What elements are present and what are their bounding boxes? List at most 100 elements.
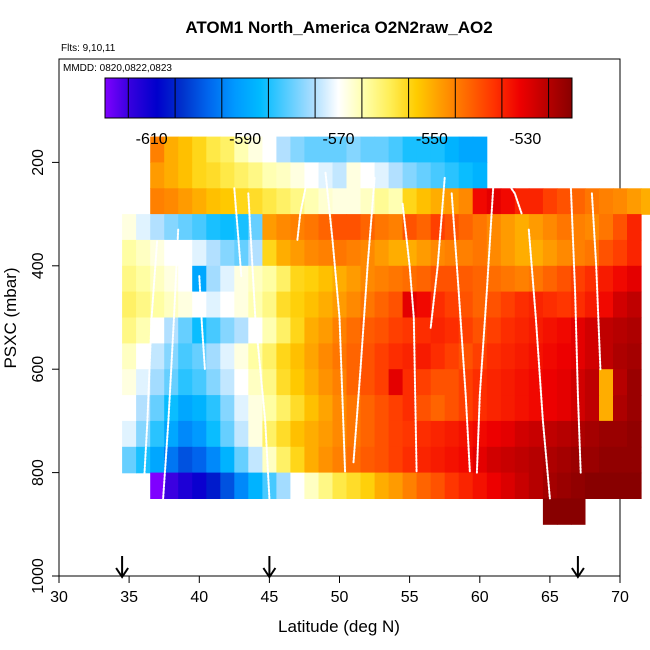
heatmap-cell xyxy=(599,446,614,474)
y-axis-label: PSXC (mbar) xyxy=(1,267,20,368)
heatmap-cell xyxy=(374,265,390,293)
heatmap-cell xyxy=(122,343,137,370)
heatmap-cell xyxy=(360,291,376,319)
heatmap-cell xyxy=(346,214,362,241)
heatmap-cell xyxy=(206,162,221,189)
heatmap-cell xyxy=(444,369,460,396)
heatmap-cell xyxy=(318,369,334,396)
heatmap-cell xyxy=(416,136,432,163)
heatmap-cell xyxy=(570,188,586,215)
heatmap-cell xyxy=(122,239,137,267)
x-tick-label: 55 xyxy=(401,589,419,606)
heatmap-cell xyxy=(599,291,614,319)
heatmap-cell xyxy=(388,265,404,293)
heatmap-cell xyxy=(192,369,207,396)
heatmap-cell xyxy=(514,395,530,422)
heatmap-cell xyxy=(262,162,277,189)
heatmap-cell xyxy=(430,369,446,396)
heatmap-cell xyxy=(262,369,277,396)
heatmap-cell xyxy=(262,136,277,163)
heatmap-cell xyxy=(360,162,376,189)
heatmap-cell xyxy=(542,239,558,267)
heatmap-cell xyxy=(332,395,348,422)
flight-track-line xyxy=(324,171,347,474)
heatmap-cell xyxy=(556,214,572,241)
heatmap-cell xyxy=(164,188,179,215)
heatmap-cell xyxy=(290,343,305,370)
colorbar-tick-label: -590 xyxy=(229,131,261,148)
heatmap-cell xyxy=(430,343,446,370)
heatmap-cell xyxy=(136,369,151,396)
heatmap-cell xyxy=(234,162,249,189)
heatmap-cell xyxy=(430,472,446,499)
heatmap-cell xyxy=(234,317,249,344)
heatmap-cell xyxy=(220,343,235,370)
heatmap-cell xyxy=(486,317,502,344)
heatmap-cell xyxy=(290,136,305,163)
heatmap-cell xyxy=(276,420,291,448)
heatmap-cell xyxy=(556,420,572,448)
heatmap-cell xyxy=(402,188,418,215)
heatmap-cell xyxy=(164,369,179,396)
heatmap-cell xyxy=(388,188,404,215)
heatmap-cell xyxy=(514,291,530,319)
flight-tracks xyxy=(142,171,602,505)
heatmap-cell xyxy=(570,265,586,293)
heatmap-cell xyxy=(627,343,642,370)
heatmap-cell xyxy=(332,369,348,396)
heatmap-cell xyxy=(542,420,558,448)
heatmap-cell xyxy=(290,395,305,422)
heatmap-cell xyxy=(150,214,165,241)
heatmap-cell xyxy=(192,291,207,319)
heatmap-cell xyxy=(500,446,516,474)
heatmap-cell xyxy=(206,317,221,344)
heatmap-cell xyxy=(248,162,263,189)
heatmap-cell xyxy=(164,162,179,189)
heatmap-cell xyxy=(627,420,642,448)
heatmap-cell xyxy=(444,214,460,241)
heatmap-cell xyxy=(318,214,334,241)
heatmap-cell xyxy=(136,291,151,319)
x-tick-label: 30 xyxy=(50,589,68,606)
heatmap-cell xyxy=(360,420,376,448)
flight-track-line xyxy=(429,176,446,329)
heatmap-cell xyxy=(276,214,291,241)
heatmap-cell xyxy=(276,472,291,499)
heatmap-cell xyxy=(206,395,221,422)
heatmap-cell xyxy=(360,369,376,396)
heatmap-cell xyxy=(613,395,628,422)
heatmap-cell xyxy=(304,214,319,241)
heatmap-cell xyxy=(360,446,376,474)
flight-track-line xyxy=(506,182,523,216)
heatmap-cell xyxy=(430,214,446,241)
heatmap-cell xyxy=(206,214,221,241)
heatmap-cell xyxy=(248,265,263,293)
heatmap-cell xyxy=(220,265,235,293)
heatmap-cell xyxy=(178,136,193,163)
heatmap-cell xyxy=(416,188,432,215)
heatmap-cell xyxy=(542,343,558,370)
heatmap-cell xyxy=(192,395,207,422)
heatmap-cell xyxy=(150,343,165,370)
heatmap-cell xyxy=(150,136,165,163)
heatmap-cell xyxy=(304,291,319,319)
heatmap-cell xyxy=(234,472,249,499)
heatmap-cell xyxy=(599,472,614,499)
heatmap-cell xyxy=(178,162,193,189)
heatmap-cell xyxy=(402,472,418,499)
heatmap-cell xyxy=(234,136,249,163)
heatmap-cell xyxy=(262,317,277,344)
arrow-head-icon xyxy=(115,567,129,579)
heatmap-cell xyxy=(556,291,572,319)
heatmap-cell xyxy=(458,265,474,293)
heatmap-cell xyxy=(234,369,249,396)
heatmap-cell xyxy=(318,188,334,215)
heatmap-cell xyxy=(304,472,319,499)
heatmap-cell xyxy=(514,446,530,474)
flight-track-line xyxy=(142,238,159,500)
heatmap-cell xyxy=(178,369,193,396)
heatmap-cell xyxy=(627,265,642,293)
heatmap-cell xyxy=(122,369,137,396)
heatmap-cell xyxy=(178,265,193,293)
heatmap-cell xyxy=(584,291,600,319)
